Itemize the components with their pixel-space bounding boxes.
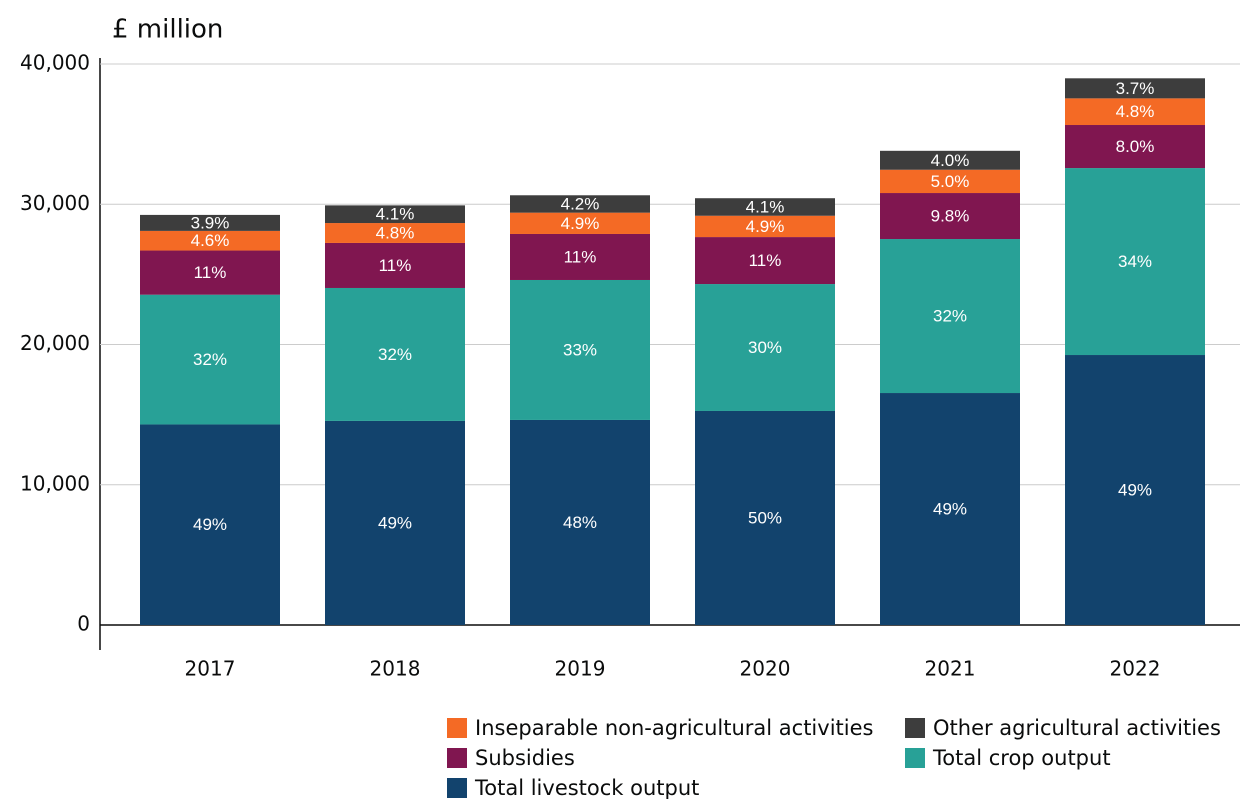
data-label: 4.8% — [376, 223, 415, 242]
data-label: 8.0% — [1116, 137, 1155, 156]
legend-swatch — [447, 748, 467, 768]
data-label: 9.8% — [931, 207, 970, 226]
bar-segment — [695, 237, 835, 285]
bar-segment — [325, 287, 465, 421]
x-tick-label: 2019 — [555, 657, 606, 681]
data-label: 4.1% — [746, 197, 785, 216]
legend-label: Total crop output — [932, 746, 1111, 770]
bar-segment — [510, 233, 650, 280]
legend-label: Subsidies — [475, 746, 575, 770]
data-label: 11% — [564, 247, 597, 266]
bar-segment — [1065, 125, 1205, 169]
data-label: 11% — [379, 256, 412, 275]
legend-swatch — [905, 748, 925, 768]
bar-segment — [880, 193, 1020, 240]
data-label: 33% — [563, 340, 597, 359]
data-label: 48% — [563, 513, 597, 532]
data-label: 32% — [193, 350, 227, 369]
legend-swatch — [447, 718, 467, 738]
bar-segment — [325, 205, 465, 224]
bar-segment — [695, 215, 835, 238]
bar-segment — [140, 230, 280, 251]
data-label: 4.1% — [376, 205, 415, 224]
bar-segment — [140, 424, 280, 625]
y-tick-label: 20,000 — [20, 331, 90, 355]
bar-segment — [325, 420, 465, 625]
x-tick-label: 2020 — [740, 657, 791, 681]
data-label: 32% — [933, 307, 967, 326]
bar-segment — [1065, 98, 1205, 126]
y-tick-label: 40,000 — [20, 51, 90, 75]
legend-label: Other agricultural activities — [933, 716, 1221, 740]
bar-segment — [510, 195, 650, 213]
data-label: 4.0% — [931, 151, 970, 170]
data-label: 49% — [1118, 480, 1152, 499]
bar-segment — [325, 223, 465, 243]
data-label: 30% — [748, 338, 782, 357]
data-label: 34% — [1118, 252, 1152, 271]
bar-segment — [880, 393, 1020, 625]
bar-segment — [1065, 355, 1205, 625]
data-label: 4.9% — [561, 214, 600, 233]
data-label: 49% — [378, 513, 412, 532]
data-label: 4.8% — [1116, 102, 1155, 121]
data-label: 49% — [193, 515, 227, 534]
data-label: 5.0% — [931, 172, 970, 191]
data-label: 3.7% — [1116, 79, 1155, 98]
data-label: 49% — [933, 499, 967, 518]
data-label: 11% — [749, 251, 782, 270]
bar-segment — [140, 294, 280, 425]
data-label: 4.9% — [746, 217, 785, 236]
bar-segment — [325, 242, 465, 288]
bar-segment — [510, 212, 650, 234]
y-axis-label: £ million — [112, 15, 223, 45]
data-label: 4.2% — [561, 194, 600, 213]
y-tick-label: 10,000 — [20, 471, 90, 495]
data-label: 50% — [748, 508, 782, 527]
legend-label: Total livestock output — [474, 776, 699, 799]
data-label: 3.9% — [191, 213, 230, 232]
bar-segment — [510, 279, 650, 420]
legend-swatch — [447, 778, 467, 798]
bar-segment — [1065, 168, 1205, 356]
bar-segment — [880, 150, 1020, 170]
data-label: 4.6% — [191, 231, 230, 250]
legend-label: Inseparable non-agricultural activities — [475, 716, 873, 740]
bar-segment — [695, 410, 835, 625]
bar-segment — [880, 239, 1020, 394]
bar-segment — [140, 214, 280, 231]
bar-segment — [695, 284, 835, 411]
x-tick-label: 2017 — [185, 657, 236, 681]
bar-segment — [880, 169, 1020, 194]
bar-segment — [1065, 78, 1205, 99]
x-tick-label: 2021 — [925, 657, 976, 681]
y-tick-label: 0 — [77, 612, 90, 636]
data-label: 32% — [378, 345, 412, 364]
bar-segment — [510, 419, 650, 625]
bar-segment — [695, 198, 835, 216]
y-tick-label: 30,000 — [20, 191, 90, 215]
x-tick-label: 2018 — [370, 657, 421, 681]
legend-swatch — [905, 718, 925, 738]
data-label: 11% — [194, 263, 227, 282]
bar-segment — [140, 250, 280, 295]
x-tick-label: 2022 — [1110, 657, 1161, 681]
